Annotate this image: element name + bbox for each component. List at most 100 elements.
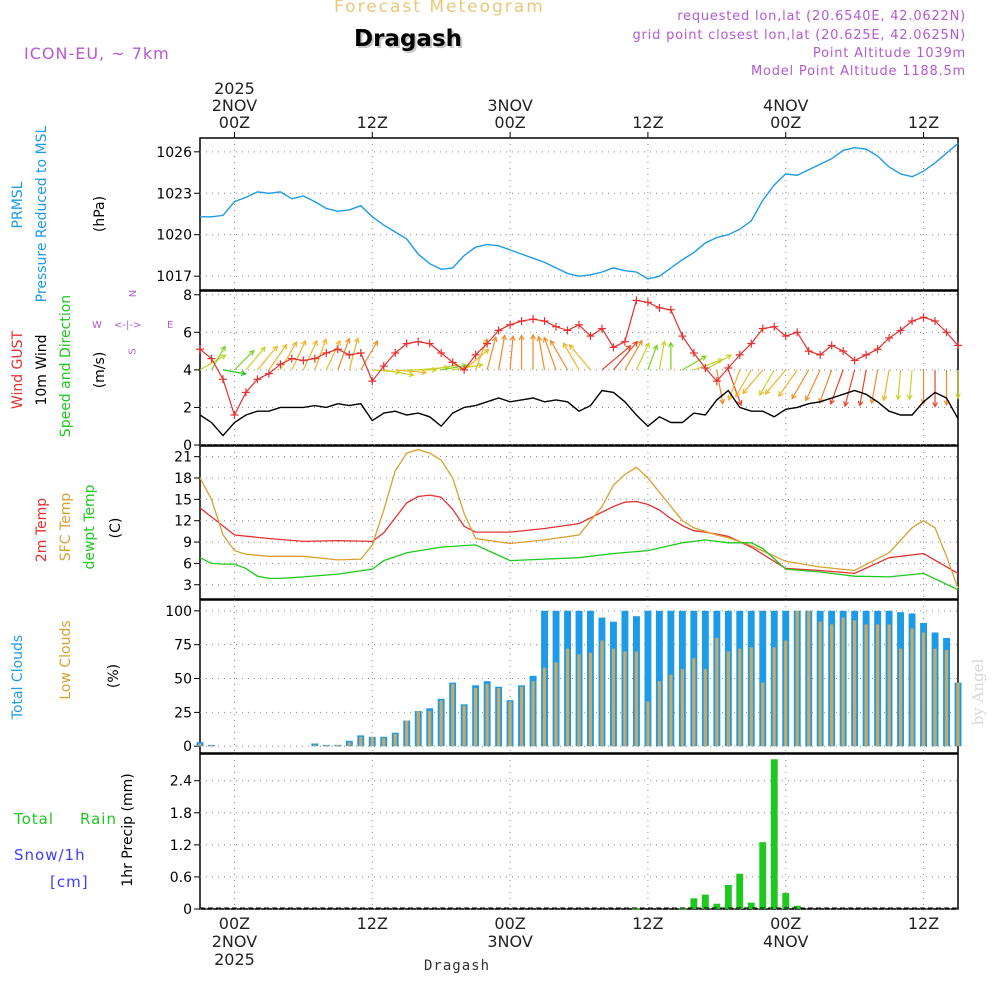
wind-arrow-head: [667, 341, 674, 348]
total-cloud-bar: [655, 610, 663, 747]
rain-bar: [690, 898, 698, 909]
top-title: Forecast Meteogram: [334, 0, 545, 17]
gust-marker: [643, 298, 652, 307]
panel-frame-temperature: [199, 445, 959, 600]
ytick-label: 8: [183, 288, 192, 304]
rain-bar: [724, 884, 732, 909]
low-cloud-bar: [772, 647, 776, 747]
rain-bar: [736, 873, 744, 909]
ytick-label: 75: [174, 638, 192, 654]
wind-arrow-head: [260, 346, 266, 353]
wind-arrow: [245, 346, 266, 371]
low-cloud-bar: [474, 688, 478, 747]
wind-arrow: [716, 369, 725, 405]
low-cloud-bar: [600, 640, 604, 747]
rain-bar: [701, 894, 709, 909]
wind-arrow-head: [857, 400, 864, 407]
place-title: Dragash: [354, 26, 463, 52]
gust-marker: [264, 369, 273, 378]
wind-arrow-shaft: [791, 369, 810, 399]
wind-arrow-shaft: [291, 340, 306, 371]
wind-arrow-shaft: [256, 345, 278, 371]
ytick-label: 6: [183, 325, 192, 341]
gust-marker: [804, 347, 813, 356]
wind-arrow: [562, 342, 580, 371]
gust-marker: [597, 324, 606, 333]
low-cloud-bar: [807, 610, 811, 747]
low-cloud-bar: [393, 734, 397, 747]
low-cloud-bar: [623, 651, 627, 747]
low-cloud-bar: [324, 744, 328, 747]
low-cloud-bar: [336, 744, 340, 747]
ytick-label: 15: [174, 492, 192, 508]
total-cloud-bar: [311, 743, 319, 747]
low-cloud-bar: [864, 624, 868, 747]
low-cloud-bar: [416, 711, 420, 747]
gust-marker: [908, 317, 917, 326]
wind-arrow-shaft: [705, 354, 732, 371]
gust-marker: [287, 354, 296, 363]
wind-arrow-head: [660, 340, 667, 347]
low-cloud-bar: [921, 632, 926, 747]
wind-arrow-shaft: [908, 369, 913, 400]
wind-arrow: [818, 369, 833, 404]
ytick-label: 25: [174, 705, 192, 721]
gust-marker: [483, 339, 492, 348]
low-cloud-bar: [784, 640, 788, 747]
top-time-label: 2NOV: [212, 96, 257, 115]
wind-arrow: [542, 336, 557, 371]
wind10m-line: [199, 389, 959, 437]
ytick-label: 2: [183, 400, 192, 416]
wind-arrow: [727, 369, 743, 407]
wind-arrow-shaft: [819, 369, 833, 403]
gust-marker: [310, 354, 319, 363]
wind-arrow: [498, 334, 507, 370]
gust-marker: [770, 322, 779, 331]
wind-arrow: [601, 345, 632, 371]
wind-arrow: [509, 334, 516, 370]
wind-arrow-shaft: [693, 358, 723, 371]
gust-marker: [919, 313, 928, 322]
wind-arrow-head: [335, 339, 341, 346]
gust-marker: [552, 322, 561, 331]
wind-arrow: [647, 344, 659, 371]
top-time-label: 2025: [214, 79, 255, 98]
top-time-label: 00Z: [219, 113, 250, 132]
wind-arrow: [395, 369, 428, 376]
gust-marker: [402, 339, 411, 348]
wind-arrow: [735, 369, 752, 398]
low-cloud-bar: [749, 647, 753, 747]
wind-arrow-shaft: [759, 369, 775, 396]
gust-marker: [586, 332, 595, 341]
wind-arrow-shaft: [314, 339, 327, 371]
rain-bar: [633, 908, 640, 910]
low-cloud-bar: [370, 736, 374, 747]
wind-arrow: [869, 369, 879, 405]
bottom-time-label: 12Z: [908, 914, 939, 933]
wind-arrow-shaft: [475, 339, 488, 371]
wind-arrow-head: [345, 337, 351, 344]
wind-arrow-head: [281, 343, 288, 350]
wind-arrow-head: [955, 393, 961, 400]
bottom-time-label: 3NOV: [487, 932, 532, 951]
low-cloud-bar: [634, 651, 638, 747]
wind-arrow-head: [932, 402, 938, 408]
gust-marker: [701, 364, 710, 372]
bottom-time-label: 00Z: [219, 914, 250, 933]
wind-arrow-shaft: [538, 336, 546, 370]
wind-arrow-shaft: [279, 341, 297, 371]
panel-frame-precip: [199, 753, 959, 910]
wind-arrow-shaft: [859, 369, 867, 406]
wind-arrow-shaft: [883, 369, 890, 401]
gust-marker: [414, 337, 423, 346]
ytick-label: 1020: [156, 228, 192, 244]
bottom-time-label: 00Z: [494, 914, 525, 933]
gust-marker: [207, 354, 216, 363]
wind-arrow-head: [764, 388, 771, 395]
wind-arrow: [199, 354, 227, 371]
low-cloud-bar: [542, 667, 547, 747]
low-cloud-bar: [818, 621, 822, 747]
wind-arrow-shaft: [234, 350, 255, 371]
wind-arrow-shaft: [765, 369, 787, 395]
